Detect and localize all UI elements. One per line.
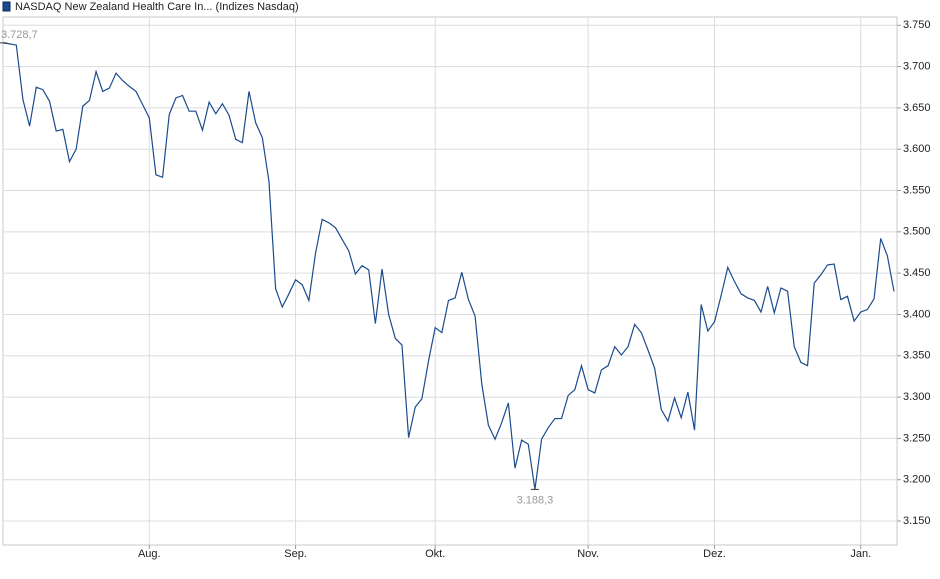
y-tick-label: 3.550 bbox=[903, 184, 931, 196]
y-tick-label: 3.200 bbox=[903, 474, 931, 486]
legend-label: NASDAQ New Zealand Health Care In... (In… bbox=[15, 1, 299, 13]
high-label: 3.728,7 bbox=[1, 29, 38, 41]
y-tick-label: 3.600 bbox=[903, 143, 931, 155]
price-line bbox=[2, 42, 895, 490]
low-label: 3.188,3 bbox=[517, 494, 554, 506]
x-tick-label: Nov. bbox=[577, 548, 599, 560]
x-tick-label: Jan. bbox=[850, 548, 871, 560]
x-tick-label: Aug. bbox=[138, 548, 161, 560]
x-tick-label: Sep. bbox=[284, 548, 307, 560]
plot-frame bbox=[2, 16, 898, 546]
y-tick-label: 3.300 bbox=[903, 391, 931, 403]
y-tick-label: 3.500 bbox=[903, 226, 931, 238]
x-tick-label: Okt. bbox=[425, 548, 445, 560]
x-tick-label: Dez. bbox=[703, 548, 726, 560]
y-tick-label: 3.250 bbox=[903, 432, 931, 444]
y-tick-label: 3.450 bbox=[903, 267, 931, 279]
y-tick-label: 3.650 bbox=[903, 102, 931, 114]
y-tick-label: 3.750 bbox=[903, 19, 931, 31]
y-tick-label: 3.700 bbox=[903, 60, 931, 72]
legend-swatch bbox=[2, 1, 11, 12]
y-tick-label: 3.350 bbox=[903, 350, 931, 362]
y-tick-label: 3.150 bbox=[903, 515, 931, 527]
y-tick-label: 3.400 bbox=[903, 308, 931, 320]
